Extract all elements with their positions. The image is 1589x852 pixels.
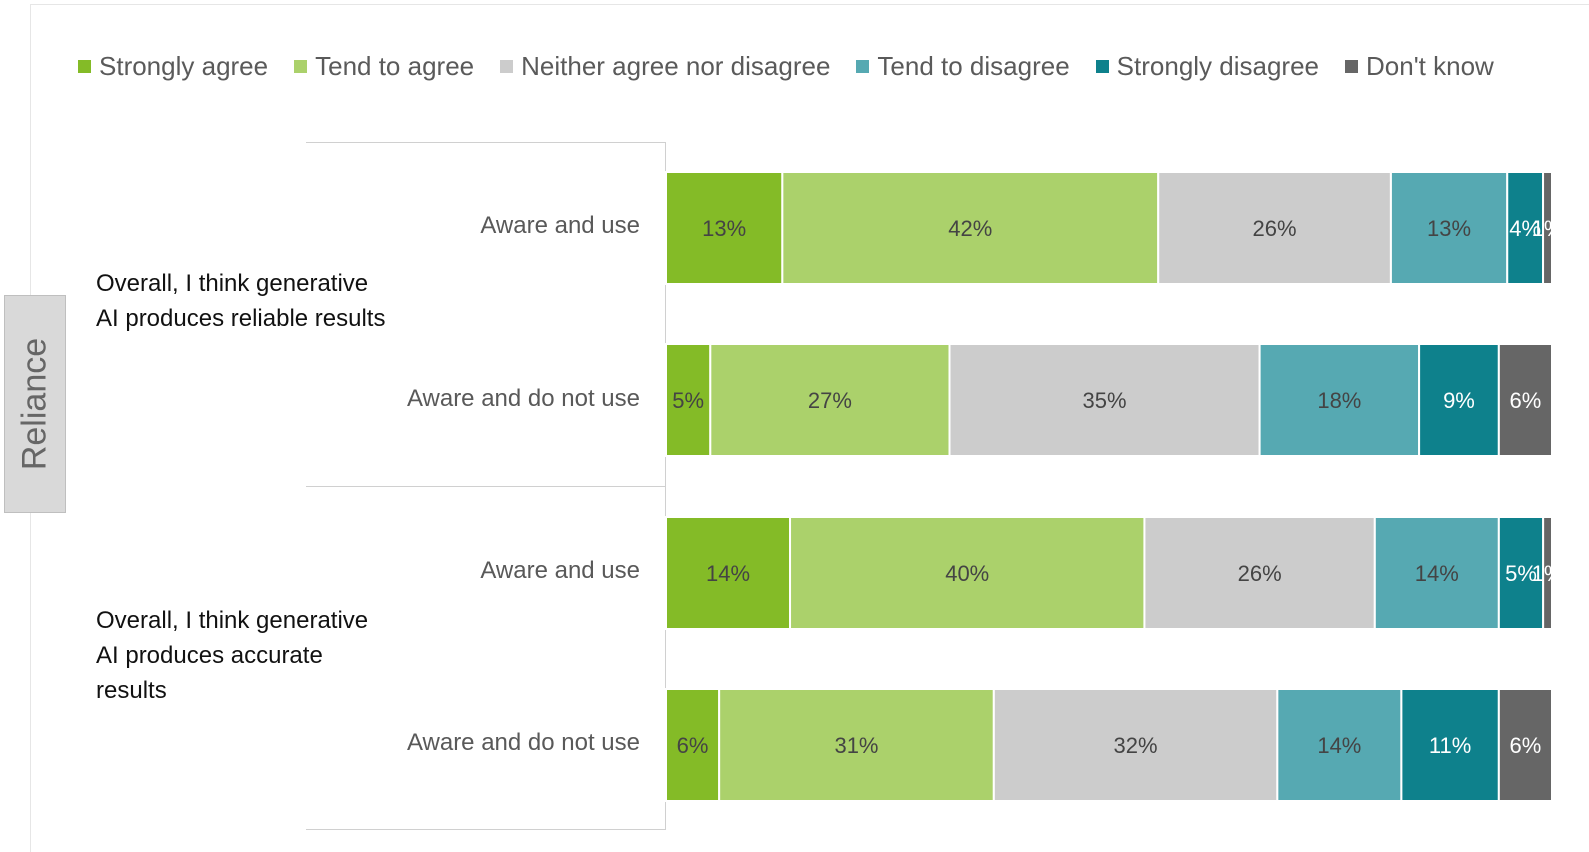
section-tab: Reliance: [4, 295, 66, 513]
data-label: 31%: [834, 733, 878, 758]
data-label: 1%: [1532, 561, 1564, 586]
bar-segment: [665, 516, 792, 630]
legend-item: Tend to agree: [294, 51, 474, 82]
bar-segment: [1506, 171, 1545, 285]
legend-label: Tend to agree: [315, 50, 475, 81]
bar-segment: [1497, 343, 1553, 457]
data-label: 14%: [706, 561, 750, 586]
data-label: 1%: [1532, 216, 1564, 241]
data-label: 26%: [1253, 216, 1297, 241]
data-label: 14%: [1317, 733, 1361, 758]
data-label: 42%: [948, 216, 992, 241]
bar-segment: [992, 688, 1279, 802]
data-label: 14%: [1415, 561, 1459, 586]
legend-item: Strongly disagree: [1095, 50, 1320, 82]
data-label: 32%: [1114, 733, 1158, 758]
bar-segment: [709, 343, 951, 457]
row-label-box-divider: [306, 486, 666, 487]
legend-swatch: [294, 59, 308, 73]
data-label: 11%: [1429, 733, 1471, 758]
data-label: 5%: [1505, 561, 1537, 586]
bar-segment: [789, 516, 1146, 630]
row-label-box-bottom: [306, 829, 666, 830]
data-label: 6%: [1510, 733, 1542, 758]
bar-segment: [1373, 516, 1500, 630]
bar-segment: [1400, 688, 1500, 802]
legend-label: Tend to disagree: [877, 50, 1070, 81]
data-label: 18%: [1317, 388, 1361, 413]
data-label: 4%: [1509, 216, 1541, 241]
data-label: 5%: [672, 388, 704, 413]
data-label: 13%: [702, 216, 746, 241]
bar-segment: [1389, 171, 1509, 285]
data-label: 26%: [1238, 561, 1282, 586]
legend-swatch: [856, 59, 870, 73]
legend-swatch: [1095, 59, 1109, 73]
legend-item: Strongly agree: [78, 51, 268, 82]
legend-swatch: [500, 59, 514, 73]
legend-item: Don't know: [1345, 51, 1494, 82]
bar-segment: [1542, 171, 1554, 285]
legend-swatch: [78, 59, 91, 73]
legend-label: Don't know: [1366, 50, 1494, 81]
data-label: 35%: [1083, 388, 1127, 413]
row-label-box-right: [665, 142, 666, 830]
data-label: 6%: [677, 733, 709, 758]
legend-item: Tend to disagree: [856, 50, 1070, 82]
legend: Strongly agree Tend to agree Neither agree…: [78, 46, 1520, 86]
legend-label: Strongly disagree: [1116, 50, 1320, 81]
data-label: 40%: [945, 561, 989, 586]
row-label-reliable-use: Aware and use: [480, 212, 640, 239]
legend-swatch: [1345, 59, 1359, 73]
row-label-accurate-use: Aware and use: [480, 557, 640, 584]
bar-segment: [1497, 688, 1553, 802]
legend-item: Neither agree nor disagree: [500, 51, 830, 82]
row-label-accurate-not-use: Aware and do not use: [406, 729, 640, 756]
bar-segment: [948, 343, 1261, 457]
bar-segment: [1143, 516, 1376, 630]
data-label: 6%: [1510, 388, 1542, 413]
data-label: 9%: [1443, 388, 1475, 413]
bar-segment: [781, 171, 1160, 285]
bar-segment: [1258, 343, 1421, 457]
bar-segment: [665, 343, 712, 457]
data-label: 27%: [808, 388, 852, 413]
legend-label: Neither agree nor disagree: [521, 50, 831, 81]
data-label: 13%: [1427, 216, 1471, 241]
row-label-box-top: [306, 142, 666, 143]
group-label-reliable: Overall, I think generative AI produces …: [96, 270, 386, 332]
bar-segment: [1542, 516, 1554, 630]
group-label-accurate: Overall, I think generative AI produces …: [96, 607, 369, 704]
legend-label: Strongly agree: [99, 50, 269, 81]
row-label-reliable-not-use: Aware and do not use: [406, 385, 640, 412]
bar-segment: [1157, 171, 1392, 285]
